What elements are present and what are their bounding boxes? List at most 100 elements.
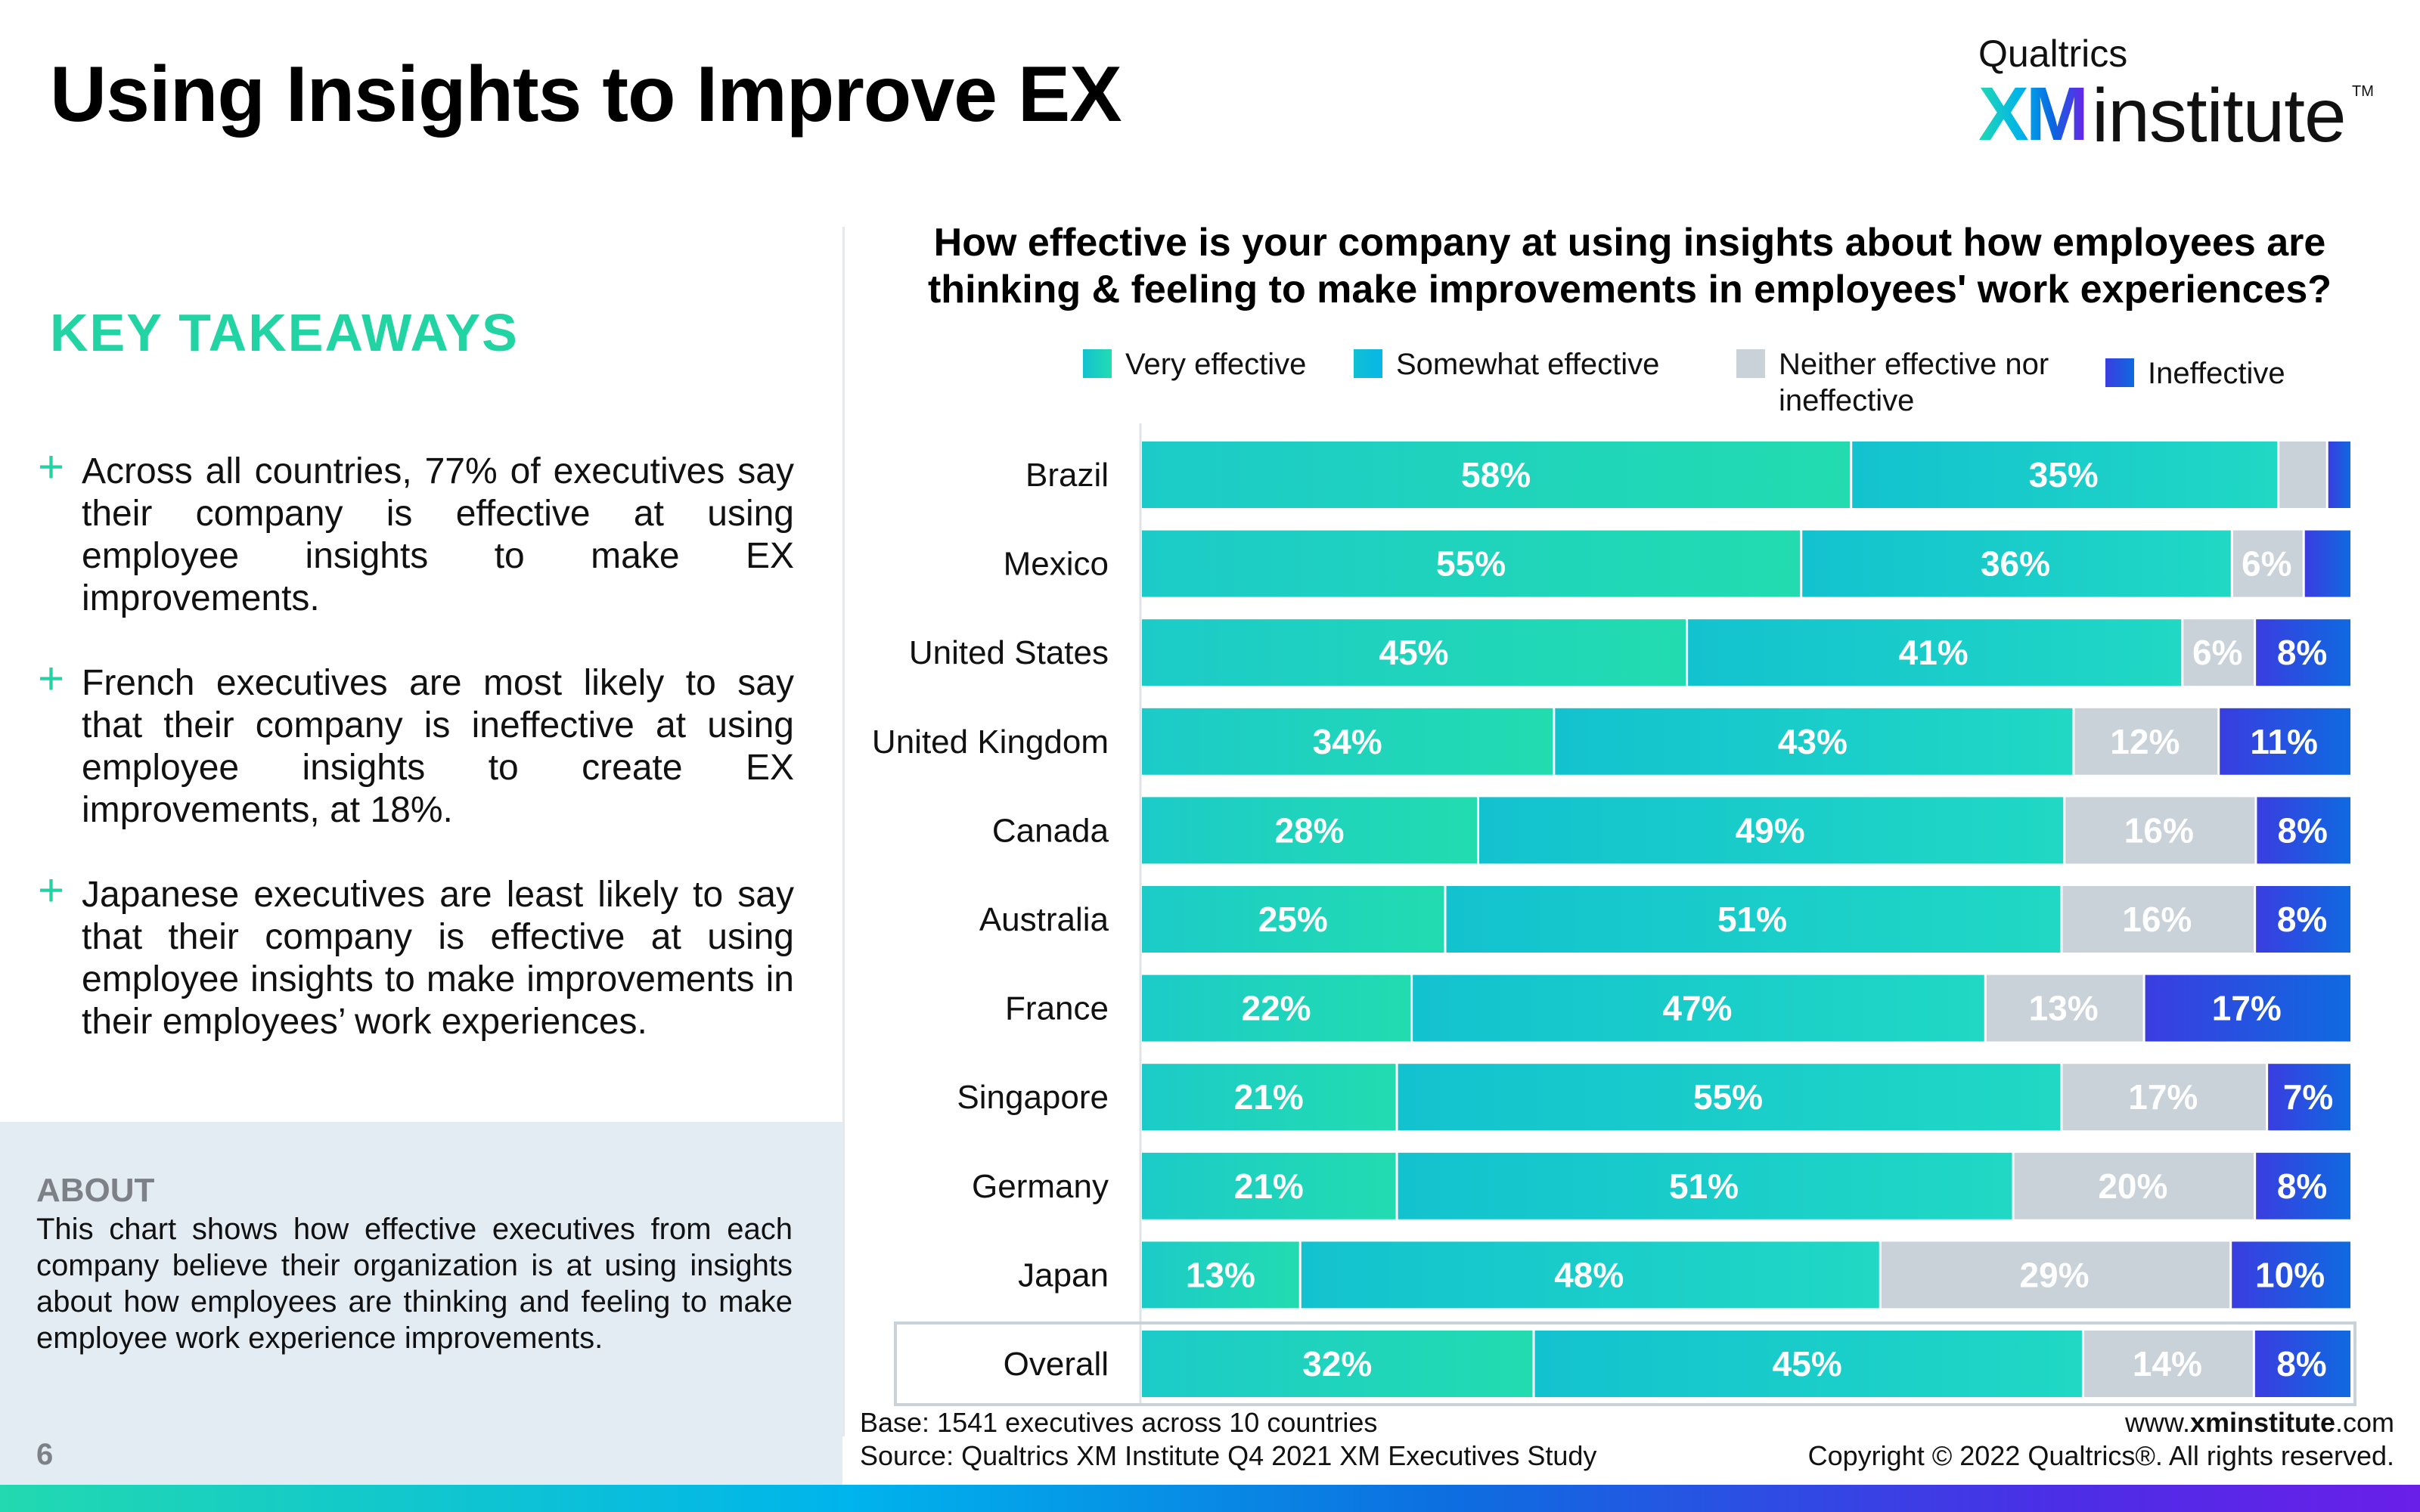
legend-item-very-effective: Very effective <box>1083 346 1306 383</box>
bar-segment-ineffective <box>2145 974 2350 1042</box>
category-label: Mexico <box>1004 546 1109 583</box>
data-label: 32% <box>1302 1344 1372 1383</box>
bar-segment-ineffective <box>2232 1241 2350 1309</box>
data-label: 8% <box>2276 1344 2326 1383</box>
legend-swatch-ineffective <box>2105 358 2134 387</box>
bar-segment-ineffective <box>2257 797 2350 864</box>
bar-segment-very-effective <box>1142 708 1553 775</box>
data-label: 41% <box>1899 633 1969 672</box>
data-label: 6% <box>2192 633 2242 672</box>
bar-segment-ineffective <box>2328 442 2350 508</box>
data-label: 21% <box>1234 1167 1304 1206</box>
data-label: 49% <box>1736 810 1805 850</box>
legend-label: Very effective <box>1125 348 1307 381</box>
bar-segment-neither <box>2062 886 2254 953</box>
key-takeaways-heading: KEY TAKEAWAYS <box>50 303 519 362</box>
category-label: Japan <box>1018 1256 1109 1294</box>
bar-segment-somewhat-effective <box>1852 442 2278 508</box>
legend-label: Ineffective <box>2148 357 2285 390</box>
data-label: 12% <box>2110 722 2180 761</box>
data-label: 22% <box>1242 989 1311 1028</box>
takeaway-text: Across all countries, 77% of executives … <box>82 451 794 618</box>
legend-swatch-somewhat-effective <box>1354 349 1382 378</box>
bar-row: Canada 28% 49% 16% 8% <box>992 797 2350 864</box>
copyright-note: Copyright © 2022 Qualtrics®. All rights … <box>1807 1440 2394 1471</box>
bar-segment-neither <box>2062 1064 2266 1131</box>
bar-row: Overall 32% 45% 14% 8% <box>894 1321 2356 1406</box>
bar-segment-somewhat-effective <box>1688 619 2182 686</box>
bar-segment-ineffective <box>2254 1331 2350 1397</box>
bar-segment-very-effective <box>1142 530 1801 597</box>
logo-trademark: TM <box>2352 83 2374 100</box>
bottom-gradient-bar <box>0 1485 2420 1512</box>
data-label: 51% <box>1717 900 1787 939</box>
category-label: Brazil <box>1025 457 1109 494</box>
bar-segment-very-effective <box>1142 619 1686 686</box>
footer-right: www.xminstitute.com Copyright © 2022 Qua… <box>1808 1406 2394 1473</box>
category-label: France <box>1005 990 1109 1027</box>
data-label: 8% <box>2277 810 2327 850</box>
website-domain: xminstitute <box>2189 1407 2335 1438</box>
category-label: United Kingdom <box>872 723 1109 761</box>
bar-segment-somewhat-effective <box>1555 708 2073 775</box>
data-label: 34% <box>1313 722 1382 761</box>
data-label: 21% <box>1234 1077 1304 1117</box>
data-label: 28% <box>1274 810 1344 850</box>
bar-row: France 22% 47% 13% 17% <box>1005 974 2350 1042</box>
bar-row: United Kingdom 34% 43% 12% 11% <box>872 708 2350 775</box>
bar-row: Australia 25% 51% 16% 8% <box>979 886 2350 953</box>
bar-segment-very-effective <box>1142 1152 1396 1219</box>
data-label: 55% <box>1693 1077 1763 1117</box>
takeaway-text: French executives are most likely to say… <box>82 663 794 830</box>
chart-title: How effective is your company at using i… <box>927 221 2332 311</box>
bar-segment-somewhat-effective <box>1802 530 2231 597</box>
xm-institute-logo: Qualtrics XM institute TM <box>1978 30 2374 158</box>
logo-qualtrics-text: Qualtrics <box>1978 33 2128 75</box>
takeaway-text: Japanese executives are least likely to … <box>82 875 794 1042</box>
takeaway-item: + French executives are most likely to s… <box>38 656 794 832</box>
chart-legend: Very effective Somewhat effective Neithe… <box>0 346 2420 422</box>
bar-segment-neither <box>2065 797 2255 864</box>
bar-segment-neither <box>2183 619 2254 686</box>
bar-segment-very-effective <box>1142 974 1411 1042</box>
bar-segment-very-effective <box>1142 1331 1533 1397</box>
category-label: Singapore <box>957 1079 1109 1116</box>
source-note: Source: Qualtrics XM Institute Q4 2021 X… <box>860 1440 1597 1471</box>
bar-segment-very-effective <box>1142 442 1851 508</box>
bar-segment-ineffective <box>2256 1152 2350 1219</box>
bar-segment-somewhat-effective <box>1301 1241 1879 1309</box>
bar-segment-neither <box>2074 708 2218 775</box>
legend-item-neither: Neither effective nor ineffective <box>1736 346 2049 419</box>
legend-label-line: ineffective <box>1779 384 1915 417</box>
plus-icon: + <box>38 653 65 704</box>
category-label: Overall <box>1004 1346 1109 1383</box>
bar-segment-neither <box>2083 1331 2253 1397</box>
bar-segment-neither <box>2014 1152 2254 1219</box>
column-divider <box>842 227 845 1436</box>
bar-segment-very-effective <box>1142 1064 1396 1131</box>
bar-segment-ineffective <box>2304 530 2350 597</box>
bar-segment-ineffective <box>2256 886 2350 953</box>
data-label: 29% <box>2019 1255 2089 1294</box>
data-label: 55% <box>1436 544 1506 584</box>
bar-segment-somewhat-effective <box>1479 797 2064 864</box>
data-label: 48% <box>1554 1255 1624 1294</box>
plus-icon: + <box>38 865 65 916</box>
about-panel: ABOUT This chart shows how effective exe… <box>0 1122 842 1485</box>
bar-segment-somewhat-effective <box>1398 1152 2012 1219</box>
data-label: 45% <box>1379 633 1449 672</box>
data-label: 35% <box>2029 455 2099 494</box>
legend-swatch-neither <box>1736 349 1765 378</box>
bar-row: Singapore 21% 55% 17% 7% <box>957 1064 2350 1131</box>
bar-row: Brazil 58% 35% <box>1025 442 2350 508</box>
about-heading: ABOUT <box>36 1172 155 1209</box>
bar-segment-neither <box>1986 974 2143 1042</box>
data-label: 43% <box>1778 722 1848 761</box>
legend-label-line: Neither effective nor <box>1779 348 2049 381</box>
website-link[interactable]: www.xminstitute.com <box>1808 1406 2394 1439</box>
bar-segment-very-effective <box>1142 1241 1299 1309</box>
bar-segment-ineffective <box>2256 619 2350 686</box>
base-note: Base: 1541 executives across 10 countrie… <box>860 1407 1378 1438</box>
data-label: 16% <box>2122 900 2192 939</box>
bar-row: United States 45% 41% 6% 8% <box>909 619 2350 686</box>
